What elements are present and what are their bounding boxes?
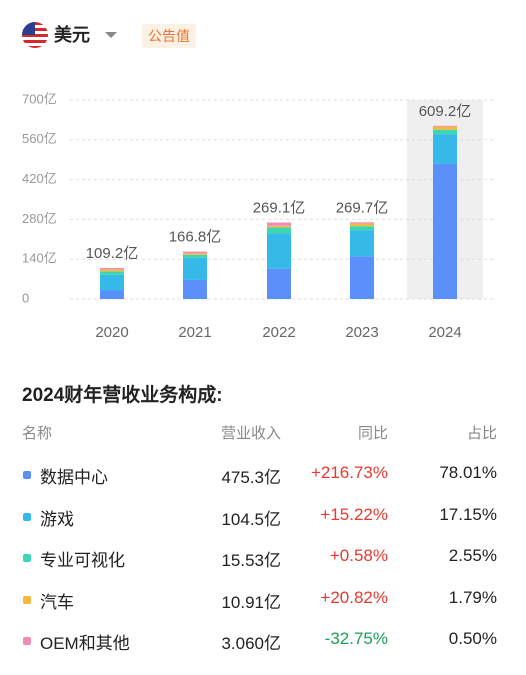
row-cell: 78.01%	[439, 463, 497, 482]
row-name: 数据中心	[40, 468, 108, 487]
y-tick-label: 0	[22, 290, 29, 305]
bar-segment	[433, 134, 457, 164]
row-cell: 475.3亿	[221, 468, 281, 487]
column-header: 名称	[22, 425, 53, 442]
badge: 公告值	[142, 24, 196, 48]
row-cell: 17.15%	[439, 504, 497, 524]
bar-segment	[183, 253, 207, 255]
currency[interactable]: 美元	[54, 25, 90, 45]
y-tick-label: 560亿	[22, 131, 57, 146]
bar-segment	[350, 230, 374, 257]
row-cell: +0.58%	[329, 546, 388, 565]
bar-segment	[100, 271, 124, 275]
y-tick-label: 280亿	[22, 211, 57, 226]
y-tick-label: 420亿	[22, 171, 57, 186]
total-label: 269.1亿	[253, 199, 306, 216]
chart: 0 140亿 280亿 420亿 560亿 700亿 109.2亿 2020 166.8亿 202…	[22, 91, 495, 341]
bar-segment	[267, 268, 291, 299]
flag-icon	[22, 22, 48, 48]
column-header: 占比	[466, 425, 497, 442]
column-header: 同比	[357, 425, 388, 442]
bar-segment	[350, 222, 374, 224]
row-name: 游戏	[40, 509, 74, 529]
row-name: OEM和其他	[40, 634, 130, 653]
legend-dot	[23, 637, 31, 645]
row-name: 专业可视化	[40, 551, 125, 570]
row-cell: +15.22%	[320, 504, 388, 524]
bar-segment	[267, 233, 291, 269]
bar-segment	[433, 125, 457, 127]
x-tick-label: 2024	[428, 324, 461, 341]
row-cell: 15.53亿	[221, 551, 281, 570]
bar-segment	[350, 223, 374, 227]
bar-segment	[433, 126, 457, 130]
legend-dot	[23, 595, 31, 604]
row-cell: +216.73%	[310, 463, 388, 482]
x-tick-label: 2020	[95, 324, 128, 341]
x-tick-label: 2021	[178, 324, 211, 341]
total-label: 166.8亿	[169, 229, 222, 246]
total-label: 269.7亿	[336, 199, 389, 216]
total-label: 609.2亿	[419, 103, 472, 120]
legend-dot	[23, 471, 31, 479]
bar-segment	[100, 274, 124, 291]
row-cell: -32.75%	[324, 629, 388, 648]
row-cell: +20.82%	[320, 587, 388, 607]
bar-segment	[183, 279, 207, 299]
bar-segment	[100, 290, 124, 299]
x-tick-label: 2022	[262, 324, 295, 341]
row-cell: 1.79%	[448, 587, 497, 607]
row-cell: 3.060亿	[221, 634, 281, 653]
bar-segment	[350, 256, 374, 299]
bar-segment	[100, 267, 124, 270]
row-name: 汽车	[40, 592, 74, 612]
bar-segment	[183, 251, 207, 254]
row-cell: 10.91亿	[221, 592, 281, 612]
bar-segment	[350, 226, 374, 231]
row-cell: 104.5亿	[221, 509, 281, 529]
total-label: 109.2亿	[86, 245, 139, 262]
y-tick-label: 140亿	[22, 251, 57, 266]
dropdown-arrow[interactable]	[104, 30, 118, 40]
row-cell: 0.50%	[448, 629, 497, 648]
x-tick-label: 2023	[345, 324, 378, 341]
legend-dot	[23, 554, 31, 562]
bar-segment	[433, 129, 457, 135]
bar-segment	[183, 254, 207, 258]
bar-segment	[433, 163, 457, 299]
bar-segment	[100, 269, 124, 272]
bar-segment	[267, 222, 291, 226]
y-tick-label: 700亿	[22, 91, 57, 106]
bar-segment	[183, 257, 207, 280]
table-title: 2024财年营收业务构成:	[22, 385, 223, 406]
bar-segment	[267, 227, 291, 234]
legend-dot	[23, 512, 31, 521]
bar-segment	[267, 225, 291, 228]
column-header: 营业收入	[220, 425, 281, 442]
row-cell: 2.55%	[448, 546, 497, 565]
